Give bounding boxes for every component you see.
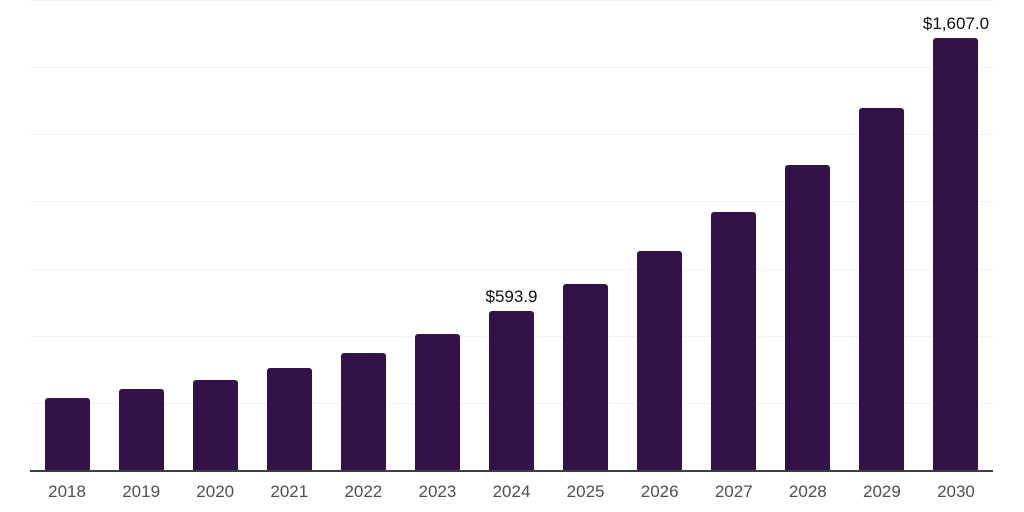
data-label-2024: $593.9: [485, 286, 538, 306]
x-tick-label-2018: 2018: [48, 482, 86, 501]
bar-slot-2028: [771, 0, 845, 470]
x-axis-tick-labels: 2018 2019 2020 2021 2022 2023 2024 2025 2026 2027…: [30, 472, 993, 500]
x-tick-label-2025: 2025: [566, 482, 605, 501]
x-axis-line: [30, 470, 993, 472]
bars-layer: $593.9 $1,607.0: [30, 0, 993, 470]
x-tick-label-2027: 2027: [714, 482, 753, 501]
bar-2020: [192, 380, 238, 470]
x-tick-label-2019: 2019: [122, 482, 161, 501]
bar-slot-2018: [30, 0, 104, 470]
bar-slot-2019: [104, 0, 178, 470]
bar-2026: [637, 251, 683, 470]
bar-slot-2029: [845, 0, 919, 470]
gridline-1250: [30, 134, 993, 136]
bar-2019: [118, 389, 164, 470]
bar-2023: [414, 334, 460, 470]
bar-2030: [933, 38, 979, 470]
x-tick-label-2020: 2020: [196, 482, 235, 501]
bar-2022: [340, 352, 386, 470]
gridline-1500: [30, 67, 993, 69]
bar-2029: [859, 107, 905, 470]
bar-2024: [489, 310, 534, 470]
bar-slot-2027: [697, 0, 771, 470]
bar-2018: [44, 397, 90, 470]
bar-2027: [711, 212, 757, 470]
bar-slot-2021: [252, 0, 326, 470]
bar-slot-2024: $593.9: [474, 0, 548, 470]
bar-slot-2022: [326, 0, 400, 470]
bar-2028: [785, 165, 831, 470]
x-tick-label-2029: 2029: [862, 482, 901, 501]
data-label-2030: $1,607.0: [922, 14, 990, 34]
bar-2025: [563, 284, 609, 470]
x-tick-label-2028: 2028: [788, 482, 827, 501]
gridline-1000: [30, 201, 993, 203]
bar-2021: [266, 367, 312, 470]
x-tick-label-2024: 2024: [492, 482, 531, 501]
gridline-750: [30, 268, 993, 270]
plot-area: $593.9 $1,607.0: [30, 0, 993, 470]
bar-slot-2025: [549, 0, 623, 470]
x-tick-label-2021: 2021: [270, 482, 309, 501]
bar-slot-2026: [623, 0, 697, 470]
x-tick-label-2030: 2030: [937, 482, 975, 501]
gridline-1750: [30, 0, 993, 1]
bar-slot-2023: [400, 0, 474, 470]
bar-slot-2030: $1,607.0: [919, 0, 993, 470]
x-tick-label-2026: 2026: [640, 482, 679, 501]
bar-slot-2020: [178, 0, 252, 470]
x-tick-label-2023: 2023: [418, 482, 457, 501]
x-tick-label-2022: 2022: [344, 482, 383, 501]
